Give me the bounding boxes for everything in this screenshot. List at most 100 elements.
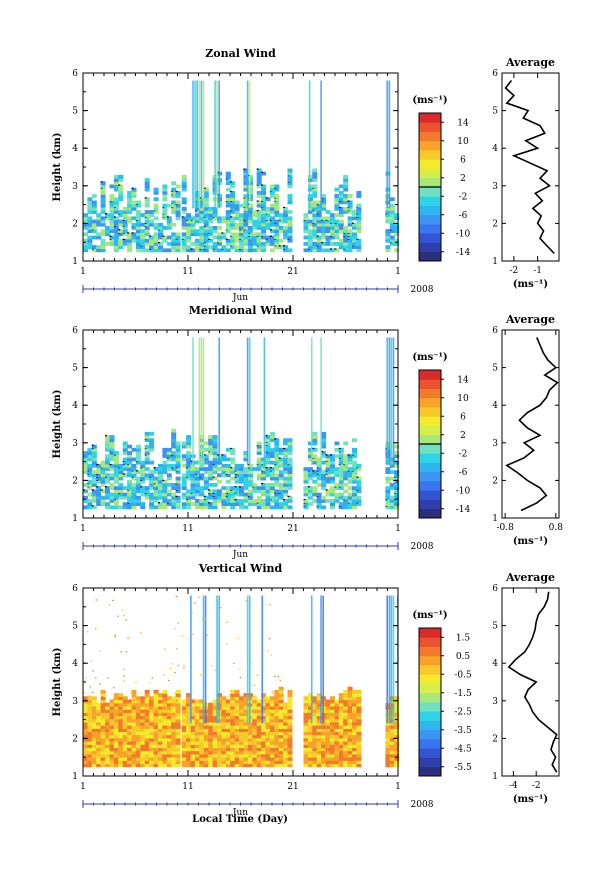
colorbar-step (419, 168, 441, 179)
colorbar-tick-label: 10 (457, 137, 469, 147)
colorbar-tick-label: -5.5 (454, 763, 472, 773)
y-tick-label: 5 (72, 107, 78, 117)
year-label: 2008 (411, 285, 434, 295)
year-label: 2008 (411, 542, 434, 552)
average-y-tick-label: 4 (492, 659, 498, 669)
x-tick-label: 11 (182, 782, 193, 792)
year-label: 2008 (411, 800, 434, 810)
average-x-tick-label: -4 (509, 781, 518, 791)
colorbar-step (419, 637, 441, 647)
month-label: Jun (232, 808, 248, 818)
x-tick-label: 21 (287, 524, 298, 534)
x-tick-label: 21 (287, 782, 298, 792)
y-tick-label: 4 (72, 144, 78, 154)
colorbar-step (419, 748, 441, 758)
colorbar-step (419, 444, 441, 454)
average-y-tick-label: 6 (492, 584, 498, 594)
colorbar-step (419, 224, 441, 234)
colorbar-step (419, 397, 441, 408)
colorbar-step (419, 425, 441, 436)
average-x-label: (ms⁻¹) (513, 279, 548, 290)
average-y-tick-label: 5 (492, 107, 498, 117)
colorbar-step (419, 729, 441, 740)
colorbar-step (419, 113, 441, 123)
colorbar-step (419, 471, 441, 482)
colorbar-tick-label: -0.5 (454, 670, 472, 680)
colorbar-tick-label: -3.5 (454, 726, 472, 736)
month-label: Jun (232, 550, 248, 560)
y-tick-label: 1 (72, 514, 78, 524)
y-tick-label: 2 (72, 476, 78, 486)
average-y-tick-label: 2 (492, 476, 498, 486)
y-tick-label: 5 (72, 622, 78, 632)
y-tick-label: 6 (72, 69, 78, 79)
average-y-tick-label: 6 (492, 69, 498, 79)
colorbar-tick-label: -14 (456, 248, 471, 258)
colorbar-step (419, 416, 441, 426)
x-axis-label: Local Time (Day) (192, 814, 288, 825)
colorbar-tick-label: -10 (456, 486, 471, 496)
x-tick-label: 1 (395, 267, 401, 277)
colorbar-step (419, 159, 441, 169)
colorbar-step (419, 242, 441, 253)
average-x-label: (ms⁻¹) (513, 794, 548, 805)
heatmap-field (83, 80, 400, 253)
average-x-tick-label: -1 (533, 266, 542, 276)
colorbar-step (419, 434, 441, 445)
average-x-tick-label: -2 (509, 266, 518, 276)
panel-title: Vertical Wind (198, 562, 283, 575)
average-x-label: (ms⁻¹) (513, 536, 548, 547)
average-y-tick-label: 1 (492, 257, 498, 267)
x-tick-label: 1 (395, 524, 401, 534)
y-tick-label: 4 (72, 659, 78, 669)
average-title: Average (505, 56, 555, 69)
colorbar-tick-label: -6 (459, 211, 468, 221)
y-tick-label: 1 (72, 257, 78, 267)
colorbar-step (419, 150, 441, 160)
y-tick-label: 6 (72, 326, 78, 336)
colorbar-tick-label: 2 (460, 174, 466, 184)
y-tick-label: 3 (72, 697, 78, 707)
colorbar-step (419, 453, 441, 463)
average-x-tick-label: 0.8 (549, 523, 564, 533)
colorbar-tick-label: 14 (457, 375, 469, 385)
colorbar-tick-label: 2 (460, 431, 466, 441)
y-axis-label: Height (km) (52, 133, 63, 202)
colorbar-tick-label: -6 (459, 468, 468, 478)
colorbar-tick-label: 1.5 (456, 633, 471, 643)
colorbar-step (419, 720, 441, 731)
average-profile-line (507, 591, 558, 773)
colorbar-step (419, 674, 441, 684)
colorbar-tick-label: 6 (460, 412, 466, 422)
colorbar-step (419, 508, 441, 519)
colorbar-unit: (ms⁻¹) (412, 352, 447, 363)
colorbar-step (419, 407, 441, 417)
colorbar-step (419, 490, 441, 500)
colorbar-step (419, 196, 441, 206)
x-tick-label: 1 (80, 267, 86, 277)
average-panel: Average 1 2 3 4 5 6 -2 -1 (ms⁻¹) (492, 56, 560, 290)
colorbar-step (419, 683, 441, 694)
x-tick-label: 21 (287, 267, 298, 277)
colorbar-tick-label: 0.5 (456, 652, 471, 662)
colorbar-step (419, 692, 441, 703)
average-y-tick-label: 2 (492, 734, 498, 744)
colorbar-unit: (ms⁻¹) (412, 610, 447, 621)
colorbar-step (419, 187, 441, 197)
colorbar-step (419, 370, 441, 380)
heatmap-field (83, 595, 400, 768)
average-frame (501, 587, 560, 777)
colorbar-tick-label: 14 (457, 118, 469, 128)
colorbar-step (419, 757, 441, 768)
colorbar-tick-label: -2 (459, 449, 468, 459)
colorbar-step (419, 205, 441, 216)
colorbar-step (419, 233, 441, 243)
average-frame (501, 72, 560, 262)
panel-title: Meridional Wind (189, 304, 293, 317)
colorbar-step (419, 251, 441, 262)
colorbar-step (419, 499, 441, 510)
colorbar-step (419, 628, 441, 638)
